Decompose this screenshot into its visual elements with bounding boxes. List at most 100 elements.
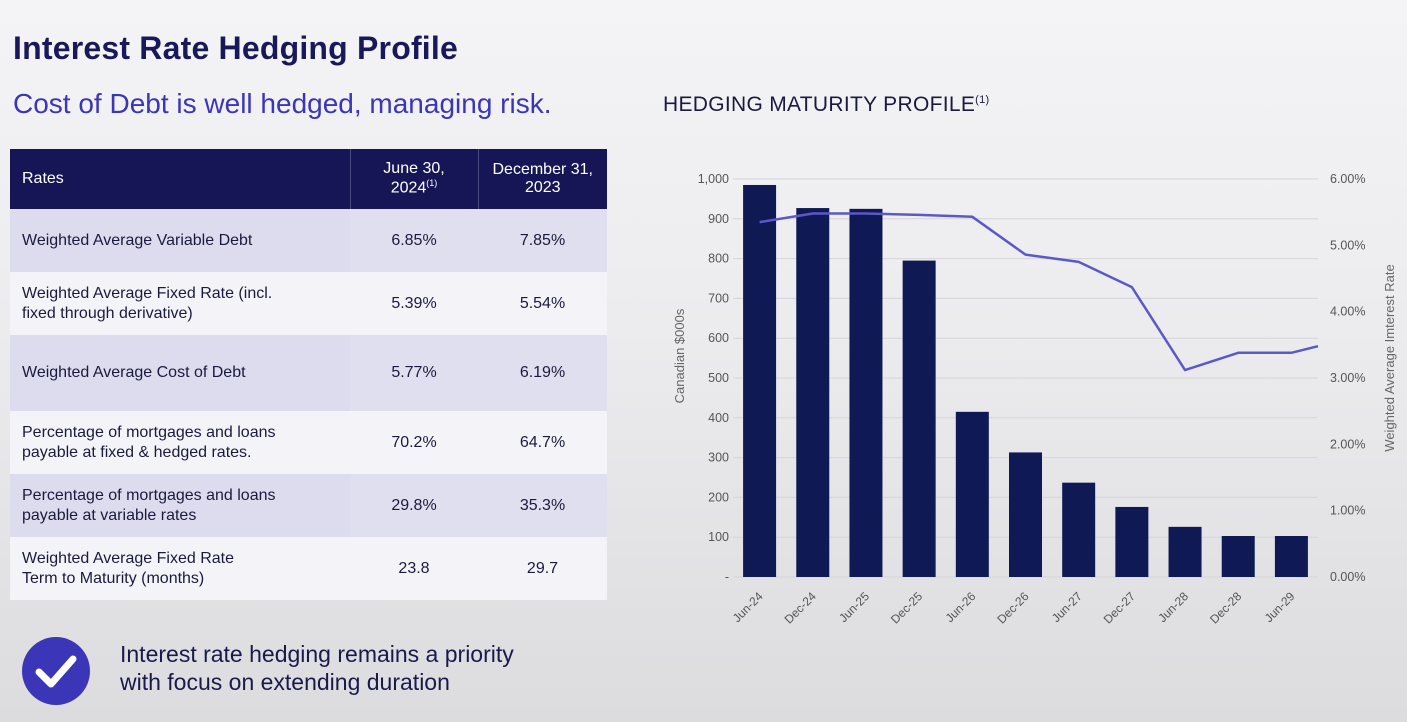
bar — [796, 208, 830, 577]
table-row: Percentage of mortgages and loans payable… — [10, 411, 607, 474]
row-value-december-2023: 7.85% — [478, 209, 607, 272]
hedging-note-line1: Interest rate hedging remains a priority — [120, 641, 514, 667]
bar — [1221, 536, 1255, 577]
table-row: Weighted Average Fixed Rate (incl. fixed … — [10, 272, 607, 335]
chart-heading: HEDGING MATURITY PROFILE(1) — [663, 93, 989, 117]
y-tick-label: - — [725, 570, 729, 584]
chart-bars — [743, 184, 1308, 577]
y2-tick-label: 5.00% — [1330, 238, 1365, 252]
y2-tick-label: 0.00% — [1330, 570, 1365, 584]
row-label-line1: Weighted Average Cost of Debt — [22, 364, 246, 381]
y2-tick-label: 4.00% — [1330, 305, 1365, 319]
header-rates: Rates — [10, 149, 351, 209]
y2-tick-label: 6.00% — [1330, 172, 1365, 186]
bar — [902, 260, 936, 577]
row-label-line1: Weighted Average Fixed Rate — [22, 549, 234, 567]
hedging-note: Interest rate hedging remains a priority… — [120, 640, 620, 696]
row-value-december-2023: 35.3% — [478, 474, 607, 537]
table-header-row: Rates June 30, 2024(1) December 31, 2023 — [10, 149, 607, 209]
row-label: Percentage of mortgages and loans payable… — [10, 474, 350, 537]
row-label: Weighted Average Fixed Rate (incl. fixed … — [10, 272, 350, 335]
header-december-2023: December 31, 2023 — [478, 149, 607, 209]
y-tick-label: 100 — [708, 530, 729, 544]
chart-heading-text: HEDGING MATURITY PROFILE — [663, 93, 976, 116]
y2-tick-label: 3.00% — [1330, 371, 1365, 385]
header-col2-line2: 2023 — [524, 179, 561, 196]
x-tick-label: Jun-29 — [1262, 589, 1298, 625]
row-value-december-2023: 6.19% — [478, 335, 607, 411]
row-label-line2: payable at fixed & hedged rates. — [22, 443, 252, 461]
row-label-line1: Weighted Average Variable Debt — [22, 231, 253, 249]
header-col2-line1: December 31, — [492, 161, 594, 178]
chart-gridlines — [733, 178, 1318, 578]
bar — [1274, 536, 1308, 577]
row-label: Weighted Average Fixed Rate Term to Matur… — [10, 537, 350, 600]
rates-table: Rates June 30, 2024(1) December 31, 2023… — [10, 149, 607, 600]
x-tick-label: Dec-26 — [994, 589, 1031, 626]
x-tick-label: Dec-24 — [782, 589, 819, 626]
row-value-june-2024: 29.8% — [350, 474, 478, 537]
checkmark-icon — [35, 655, 77, 688]
y-tick-label: 300 — [708, 451, 729, 465]
row-label-line1: Percentage of mortgages and loans — [22, 486, 276, 504]
row-value-june-2024: 5.39% — [350, 272, 478, 335]
y-tick-label: 1,000 — [698, 172, 729, 186]
table-row: Weighted Average Fixed Rate Term to Matur… — [10, 537, 607, 600]
x-tick-label: Jun-24 — [730, 589, 766, 625]
row-label: Weighted Average Cost of Debt — [10, 335, 350, 411]
x-tick-label: Dec-28 — [1207, 589, 1244, 626]
row-value-december-2023: 5.54% — [478, 272, 607, 335]
table-row: Weighted Average Cost of Debt 5.77% 6.19… — [10, 335, 607, 411]
y2-tick-label: 1.00% — [1330, 504, 1365, 518]
header-col1-line2: 2024 — [390, 179, 427, 197]
row-value-june-2024: 70.2% — [350, 411, 478, 474]
row-label-line2: Term to Maturity (months) — [22, 569, 205, 587]
row-value-december-2023: 29.7 — [478, 537, 607, 600]
bar — [1062, 482, 1096, 577]
table-row: Weighted Average Variable Debt 6.85% 7.8… — [10, 209, 607, 272]
rate-series-line — [759, 212, 1319, 372]
bar — [743, 184, 777, 577]
page-subtitle: Cost of Debt is well hedged, managing ri… — [13, 88, 552, 119]
hedging-maturity-chart: - 100 200 300 400 500 600 700 800 900 1,000 0.00% 1.… — [672, 172, 1397, 626]
row-value-june-2024: 5.77% — [350, 335, 478, 411]
page-title: Interest Rate Hedging Profile — [13, 30, 458, 66]
y2-axis-title: Weighted Average Imterest Rate — [1382, 264, 1397, 451]
x-tick-label: Jun-26 — [943, 589, 979, 625]
y-tick-label: 800 — [708, 252, 729, 266]
x-tick-label: Jun-25 — [836, 589, 872, 625]
row-label: Percentage of mortgages and loans payable… — [10, 411, 350, 474]
row-label-line2: payable at variable rates — [22, 506, 197, 524]
row-value-december-2023: 64.7% — [478, 411, 607, 474]
row-value-june-2024: 6.85% — [350, 209, 478, 272]
row-label-line1: Percentage of mortgages and loans — [22, 423, 276, 441]
y-tick-label: 500 — [708, 371, 729, 385]
y-tick-label: 900 — [708, 212, 729, 226]
bar — [955, 411, 989, 577]
chart-rate-line — [759, 212, 1319, 372]
y-tick-label: 600 — [708, 331, 729, 345]
bar — [1115, 506, 1149, 577]
y-axis-title: Canadian $000s — [672, 308, 687, 403]
checkmark-badge — [22, 637, 90, 705]
bar — [1168, 526, 1202, 577]
header-col1-line1: June 30, — [383, 160, 445, 178]
row-label: Weighted Average Variable Debt — [10, 209, 350, 272]
bar — [849, 208, 883, 577]
x-tick-label: Dec-27 — [1101, 589, 1138, 626]
y-tick-label: 200 — [708, 490, 729, 504]
y-tick-label: 700 — [708, 291, 729, 305]
y2-tick-label: 2.00% — [1330, 437, 1365, 451]
row-label-line2: fixed through derivative) — [22, 304, 193, 322]
header-col1-footnote: (1) — [426, 178, 438, 189]
y-tick-label: 400 — [708, 411, 729, 425]
x-tick-label: Dec-25 — [888, 589, 925, 626]
bar — [1009, 452, 1042, 577]
row-value-june-2024: 23.8 — [350, 537, 478, 600]
header-june-2024: June 30, 2024(1) — [350, 149, 479, 209]
x-tick-label: Jun-28 — [1155, 589, 1191, 625]
hedging-note-line2: with focus on extending duration — [120, 669, 450, 695]
table-row: Percentage of mortgages and loans payable… — [10, 474, 607, 537]
chart-heading-footnote: (1) — [975, 94, 990, 106]
x-tick-label: Jun-27 — [1049, 589, 1085, 625]
